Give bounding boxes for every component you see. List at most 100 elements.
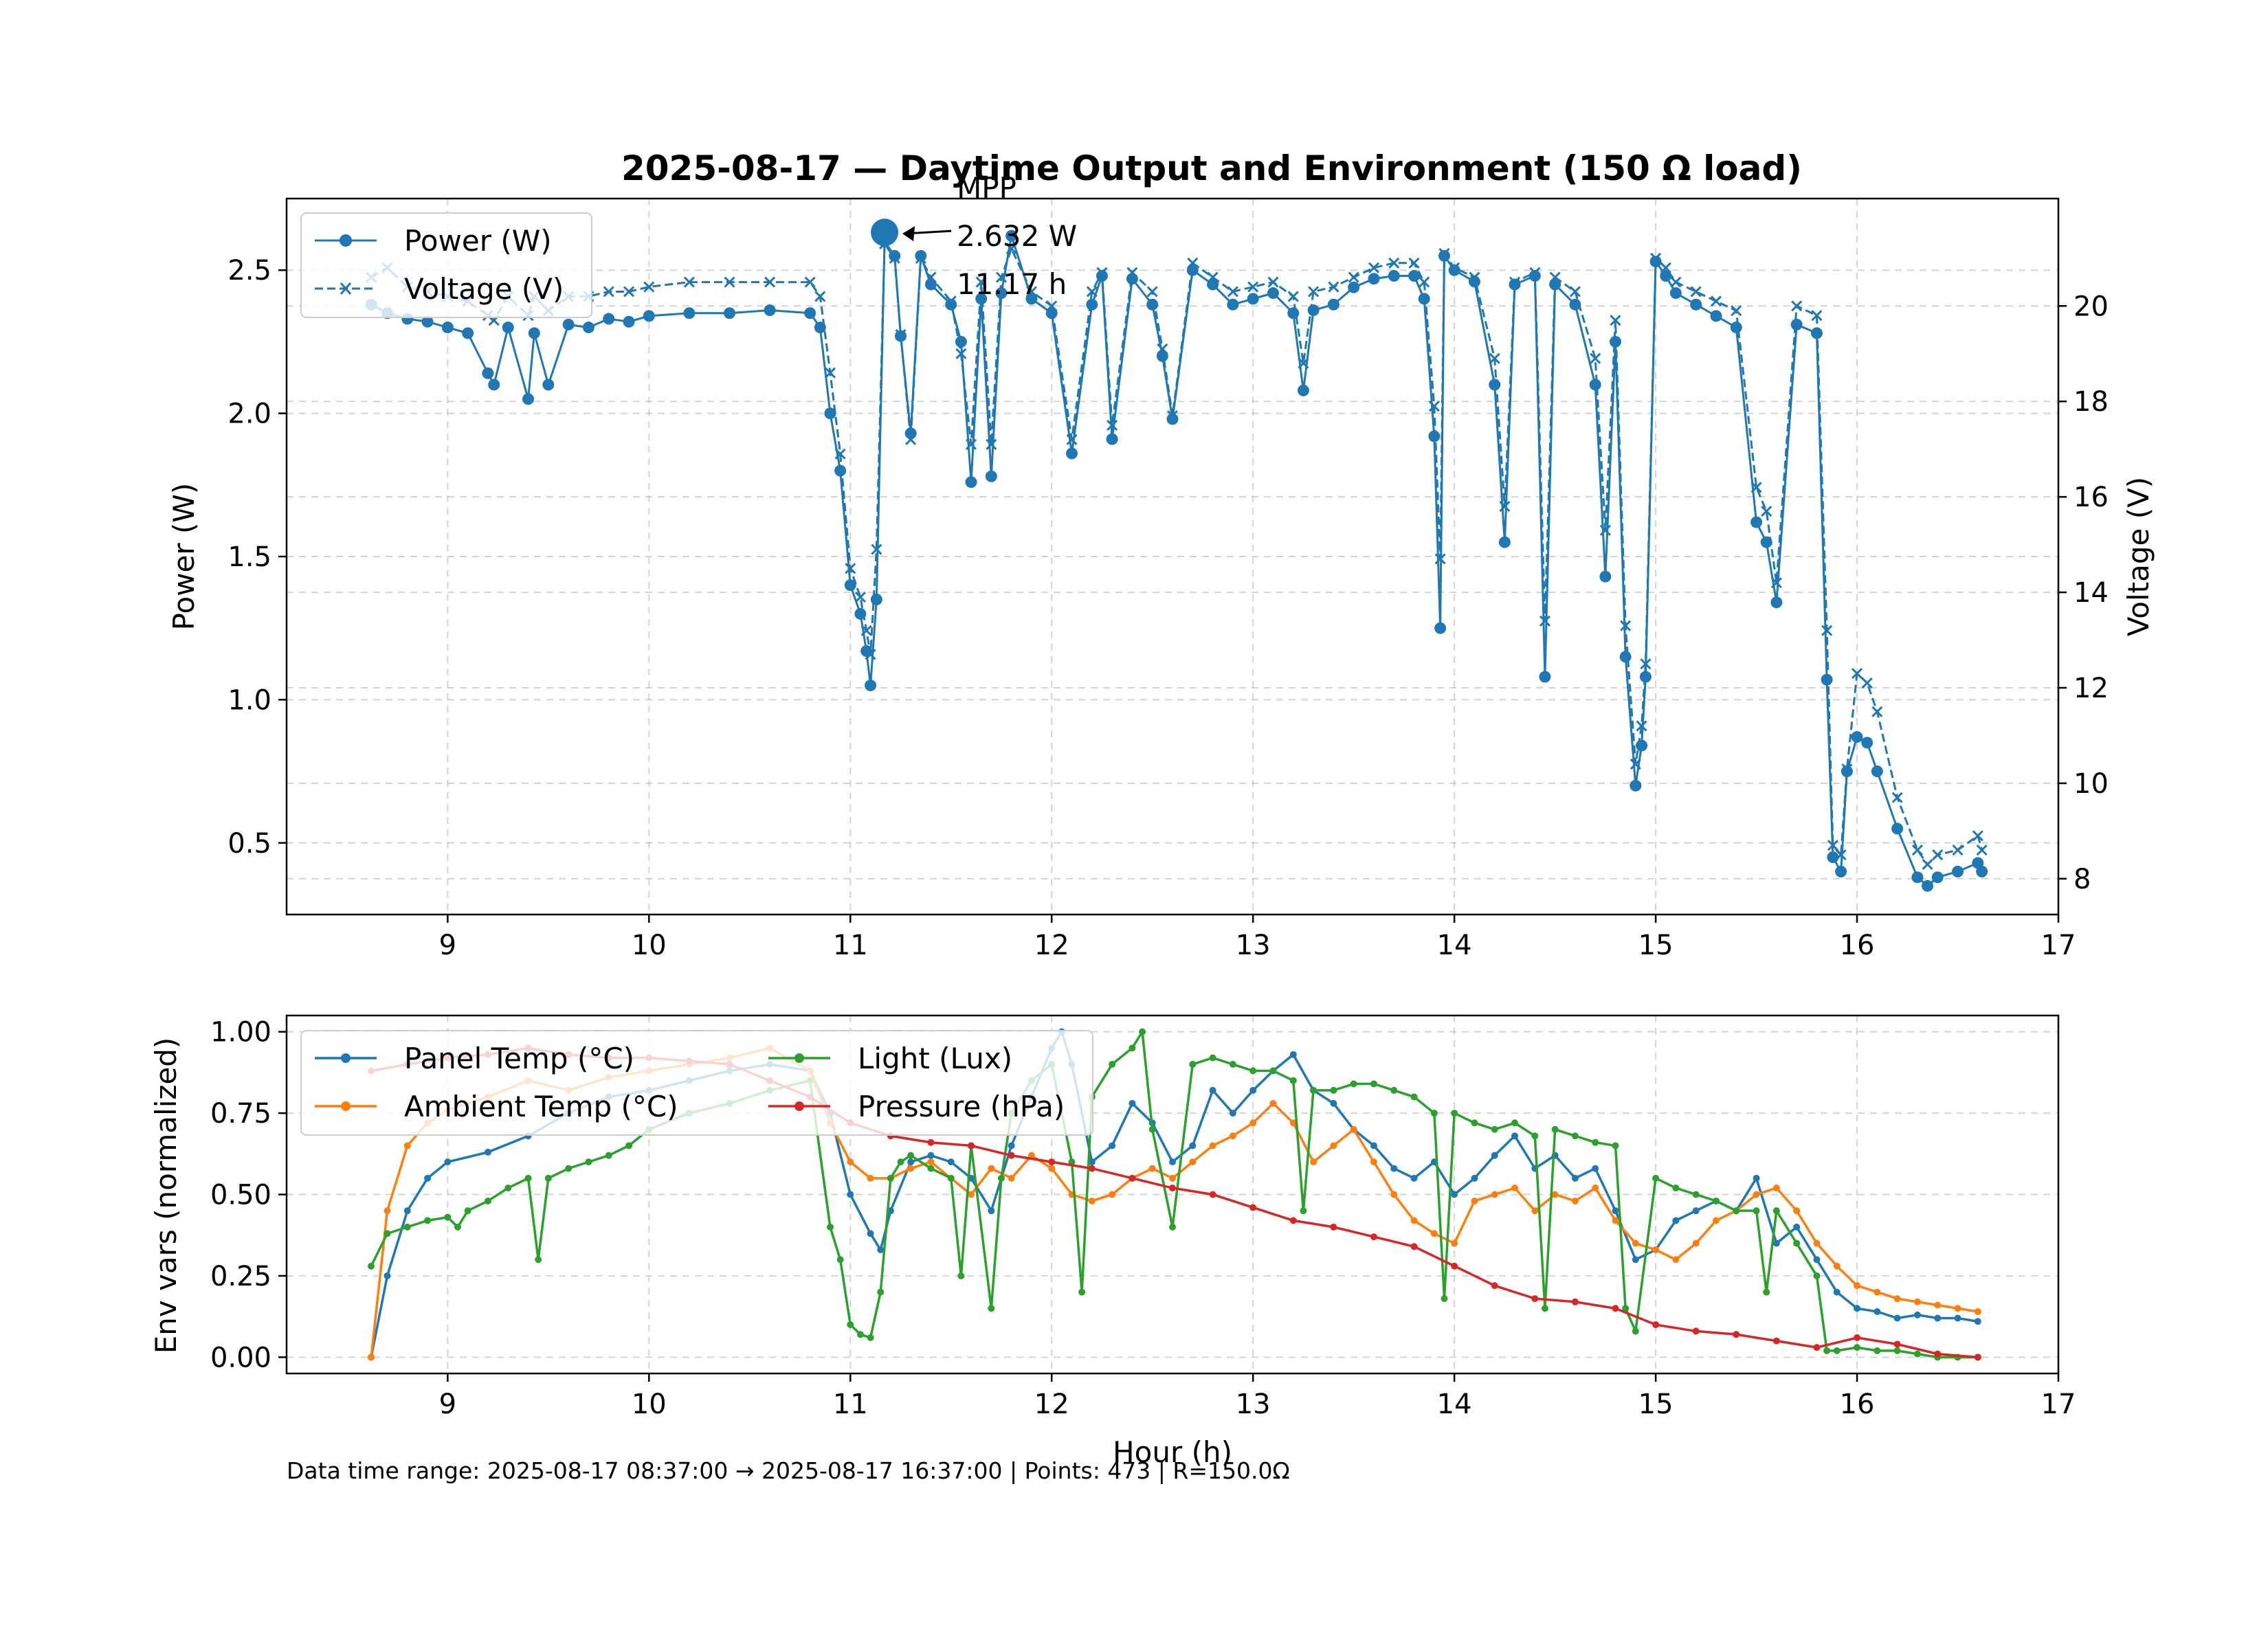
env-point	[997, 1174, 1005, 1182]
env-point	[1430, 1110, 1438, 1117]
power-point	[1539, 671, 1551, 683]
power-tick-label: 2.5	[227, 255, 271, 287]
voltage-point	[945, 295, 957, 307]
env-point	[1592, 1165, 1599, 1172]
power-point	[462, 327, 474, 339]
env-point	[1008, 1142, 1015, 1149]
env-point	[1833, 1288, 1841, 1296]
env-point	[1913, 1350, 1921, 1358]
voltage-point	[845, 563, 856, 574]
power-point	[421, 315, 434, 328]
env-point	[1511, 1119, 1519, 1127]
env-point	[1753, 1191, 1760, 1198]
power-point	[1368, 273, 1380, 285]
voltage-point	[895, 328, 907, 341]
power-point	[1498, 536, 1511, 548]
env-point	[1692, 1327, 1700, 1335]
voltage-point	[1227, 286, 1238, 298]
power-point	[1489, 379, 1501, 391]
env-point	[403, 1207, 411, 1215]
legend-swatch-marker	[341, 1101, 351, 1111]
env-point	[1632, 1327, 1639, 1335]
env-point	[897, 1158, 904, 1166]
voltage-point	[1640, 658, 1652, 670]
bottom-x-tick-label: 9	[439, 1389, 456, 1420]
env-point	[968, 1191, 975, 1198]
env-point	[1390, 1086, 1398, 1094]
env-point	[1410, 1243, 1418, 1250]
bottom-legend-entry: Ambient Temp (°C)	[315, 1090, 678, 1123]
env-point	[1622, 1305, 1630, 1312]
env-point	[1451, 1262, 1458, 1270]
power-point	[1227, 298, 1239, 311]
env-point	[504, 1185, 512, 1192]
power-point	[1297, 384, 1309, 396]
voltage-point	[1126, 267, 1138, 278]
power-point	[1247, 293, 1259, 305]
env-point	[368, 1262, 375, 1270]
voltage-point	[1599, 524, 1611, 536]
top-legend-box	[300, 212, 592, 318]
voltage-point	[1670, 276, 1682, 288]
voltage-point	[1630, 759, 1641, 770]
env-point	[565, 1165, 572, 1172]
env-point	[1310, 1086, 1318, 1094]
power-point	[1710, 310, 1722, 322]
power-point	[1589, 379, 1601, 391]
env-point	[1934, 1314, 1942, 1322]
env-point	[836, 1256, 844, 1264]
env-point	[1269, 1067, 1277, 1075]
env-tick-label: 0.75	[210, 1098, 271, 1130]
env-point	[1189, 1061, 1197, 1068]
env-point	[1370, 1158, 1377, 1166]
voltage-point	[1710, 295, 1722, 307]
power-point	[1418, 293, 1430, 305]
voltage-point	[1851, 668, 1863, 680]
power-point	[824, 407, 836, 420]
top-x-tick-label: 17	[2041, 930, 2076, 961]
env-point	[1813, 1272, 1821, 1279]
voltage-point	[683, 276, 695, 288]
env-point	[383, 1230, 391, 1237]
env-point	[1008, 1174, 1015, 1182]
power-point	[985, 470, 997, 482]
top-series	[365, 229, 1988, 892]
env-point	[1169, 1185, 1176, 1192]
env-point	[1289, 1119, 1297, 1127]
env-point	[968, 1142, 975, 1149]
voltage-point	[764, 276, 776, 288]
env-point	[1068, 1158, 1076, 1166]
env-point	[1874, 1347, 1881, 1354]
mpp-annotation-text: 2.632 W	[957, 219, 1077, 253]
env-point	[1934, 1350, 1942, 1358]
power-point	[1750, 516, 1763, 528]
env-point	[867, 1174, 874, 1182]
env-point	[1410, 1093, 1418, 1101]
env-point	[1571, 1298, 1579, 1305]
power-point	[1976, 865, 1988, 877]
env-point	[1571, 1197, 1579, 1204]
voltage-point	[1207, 271, 1219, 283]
env-point	[464, 1207, 471, 1215]
power-point	[1166, 413, 1179, 425]
power-point	[1790, 318, 1803, 330]
env-point	[1471, 1119, 1478, 1127]
env-point	[1249, 1067, 1257, 1075]
voltage-point	[1328, 281, 1339, 293]
env-point	[1541, 1305, 1548, 1312]
env-point	[1410, 1174, 1418, 1182]
env-point	[1854, 1282, 1861, 1290]
x-axis-label: Hour (h)	[1113, 1435, 1232, 1469]
voltage-point	[1660, 262, 1671, 273]
env-point	[1088, 1158, 1096, 1166]
env-point	[1078, 1288, 1086, 1296]
env-point	[907, 1158, 915, 1166]
power-point	[1835, 865, 1847, 877]
env-point	[1491, 1125, 1498, 1133]
env-point	[1451, 1191, 1458, 1198]
env-point	[826, 1223, 834, 1231]
top-legend-label: Power (W)	[404, 224, 552, 258]
env-point	[1934, 1301, 1942, 1309]
voltage-point	[1861, 677, 1873, 689]
voltage-point	[1549, 271, 1561, 283]
